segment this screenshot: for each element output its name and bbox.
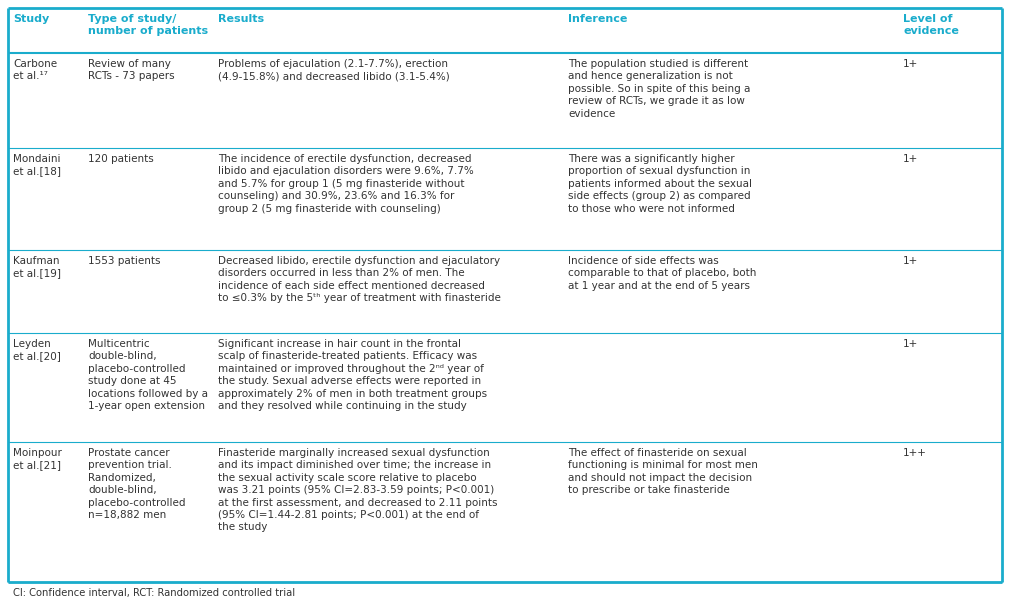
Text: Level of
evidence: Level of evidence [903,14,958,36]
Text: The effect of finasteride on sexual
functioning is minimal for most men
and shou: The effect of finasteride on sexual func… [568,448,758,495]
Text: 1+: 1+ [903,59,918,69]
Text: Incidence of side effects was
comparable to that of placebo, both
at 1 year and : Incidence of side effects was comparable… [568,256,756,291]
Text: Finasteride marginally increased sexual dysfunction
and its impact diminished ov: Finasteride marginally increased sexual … [218,448,498,532]
Text: Decreased libido, erectile dysfunction and ejaculatory
disorders occurred in les: Decreased libido, erectile dysfunction a… [218,256,501,303]
Text: 1+: 1+ [903,339,918,349]
Text: CI: Confidence interval, RCT: Randomized controlled trial: CI: Confidence interval, RCT: Randomized… [13,588,295,598]
Text: 1+: 1+ [903,256,918,266]
Text: 1+: 1+ [903,154,918,164]
Text: 1++: 1++ [903,448,927,458]
Text: Significant increase in hair count in the frontal
scalp of finasteride-treated p: Significant increase in hair count in th… [218,339,487,411]
Text: The incidence of erectile dysfunction, decreased
libido and ejaculation disorder: The incidence of erectile dysfunction, d… [218,154,474,214]
Text: Multicentric
double-blind,
placebo-controlled
study done at 45
locations followe: Multicentric double-blind, placebo-contr… [88,339,208,411]
Text: Review of many
RCTs - 73 papers: Review of many RCTs - 73 papers [88,59,175,82]
Text: Leyden
et al.[20]: Leyden et al.[20] [13,339,61,362]
Text: 1553 patients: 1553 patients [88,256,161,266]
Text: 120 patients: 120 patients [88,154,154,164]
Text: Carbone
et al.¹⁷: Carbone et al.¹⁷ [13,59,58,82]
Text: Mondaini
et al.[18]: Mondaini et al.[18] [13,154,61,176]
Text: Prostate cancer
prevention trial.
Randomized,
double-blind,
placebo-controlled
n: Prostate cancer prevention trial. Random… [88,448,186,520]
Text: There was a significantly higher
proportion of sexual dysfunction in
patients in: There was a significantly higher proport… [568,154,752,214]
Text: Results: Results [218,14,265,24]
Text: Problems of ejaculation (2.1-7.7%), erection
(4.9-15.8%) and decreased libido (3: Problems of ejaculation (2.1-7.7%), erec… [218,59,449,82]
Text: Moinpour
et al.[21]: Moinpour et al.[21] [13,448,62,470]
Text: Kaufman
et al.[19]: Kaufman et al.[19] [13,256,61,278]
Text: Study: Study [13,14,49,24]
Text: Type of study/
number of patients: Type of study/ number of patients [88,14,208,36]
Text: Inference: Inference [568,14,627,24]
Text: The population studied is different
and hence generalization is not
possible. So: The population studied is different and … [568,59,750,119]
